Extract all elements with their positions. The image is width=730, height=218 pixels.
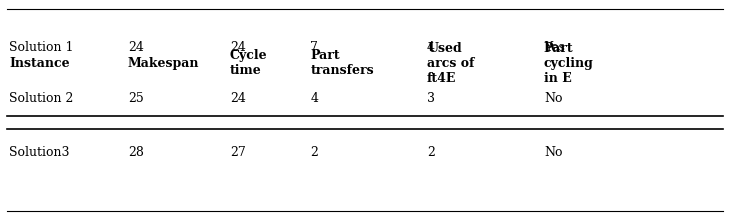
- Text: 4: 4: [427, 41, 435, 54]
- Text: 25: 25: [128, 92, 144, 105]
- Text: Part
transfers: Part transfers: [310, 49, 374, 77]
- Text: 2: 2: [310, 146, 318, 159]
- Text: Part
cycling
in E: Part cycling in E: [544, 42, 593, 85]
- Text: Solution 2: Solution 2: [9, 92, 74, 105]
- Text: 24: 24: [230, 41, 246, 54]
- Text: Yes: Yes: [544, 41, 565, 54]
- Text: Solution 1: Solution 1: [9, 41, 74, 54]
- Text: Makespan: Makespan: [128, 57, 199, 70]
- Text: No: No: [544, 146, 562, 159]
- Text: No: No: [544, 92, 562, 105]
- Text: 24: 24: [230, 92, 246, 105]
- Text: 7: 7: [310, 41, 318, 54]
- Text: 28: 28: [128, 146, 144, 159]
- Text: 27: 27: [230, 146, 246, 159]
- Text: Used
arcs of
ft4E: Used arcs of ft4E: [427, 42, 474, 85]
- Text: Cycle
time: Cycle time: [230, 49, 268, 77]
- Text: Solution3: Solution3: [9, 146, 70, 159]
- Text: 24: 24: [128, 41, 144, 54]
- Text: 3: 3: [427, 92, 435, 105]
- Text: Instance: Instance: [9, 57, 70, 70]
- Text: 4: 4: [310, 92, 318, 105]
- Text: 2: 2: [427, 146, 435, 159]
